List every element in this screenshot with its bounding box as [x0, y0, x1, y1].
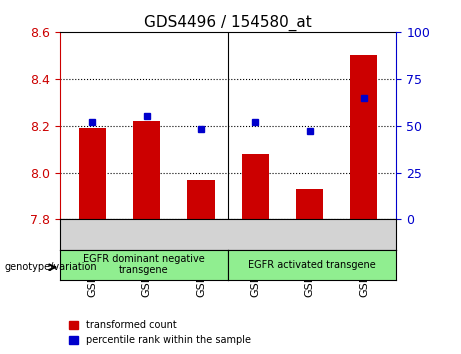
Bar	[133, 121, 160, 219]
Text: EGFR dominant negative
transgene: EGFR dominant negative transgene	[83, 254, 205, 275]
Bar	[296, 189, 323, 219]
Text: genotype/variation: genotype/variation	[5, 262, 97, 272]
Bar	[242, 154, 269, 219]
Text: EGFR activated transgene: EGFR activated transgene	[248, 259, 376, 270]
Bar	[79, 128, 106, 219]
Bar	[350, 55, 378, 219]
Title: GDS4496 / 154580_at: GDS4496 / 154580_at	[144, 14, 312, 30]
Legend: transformed count, percentile rank within the sample: transformed count, percentile rank withi…	[65, 316, 255, 349]
Bar	[188, 179, 215, 219]
